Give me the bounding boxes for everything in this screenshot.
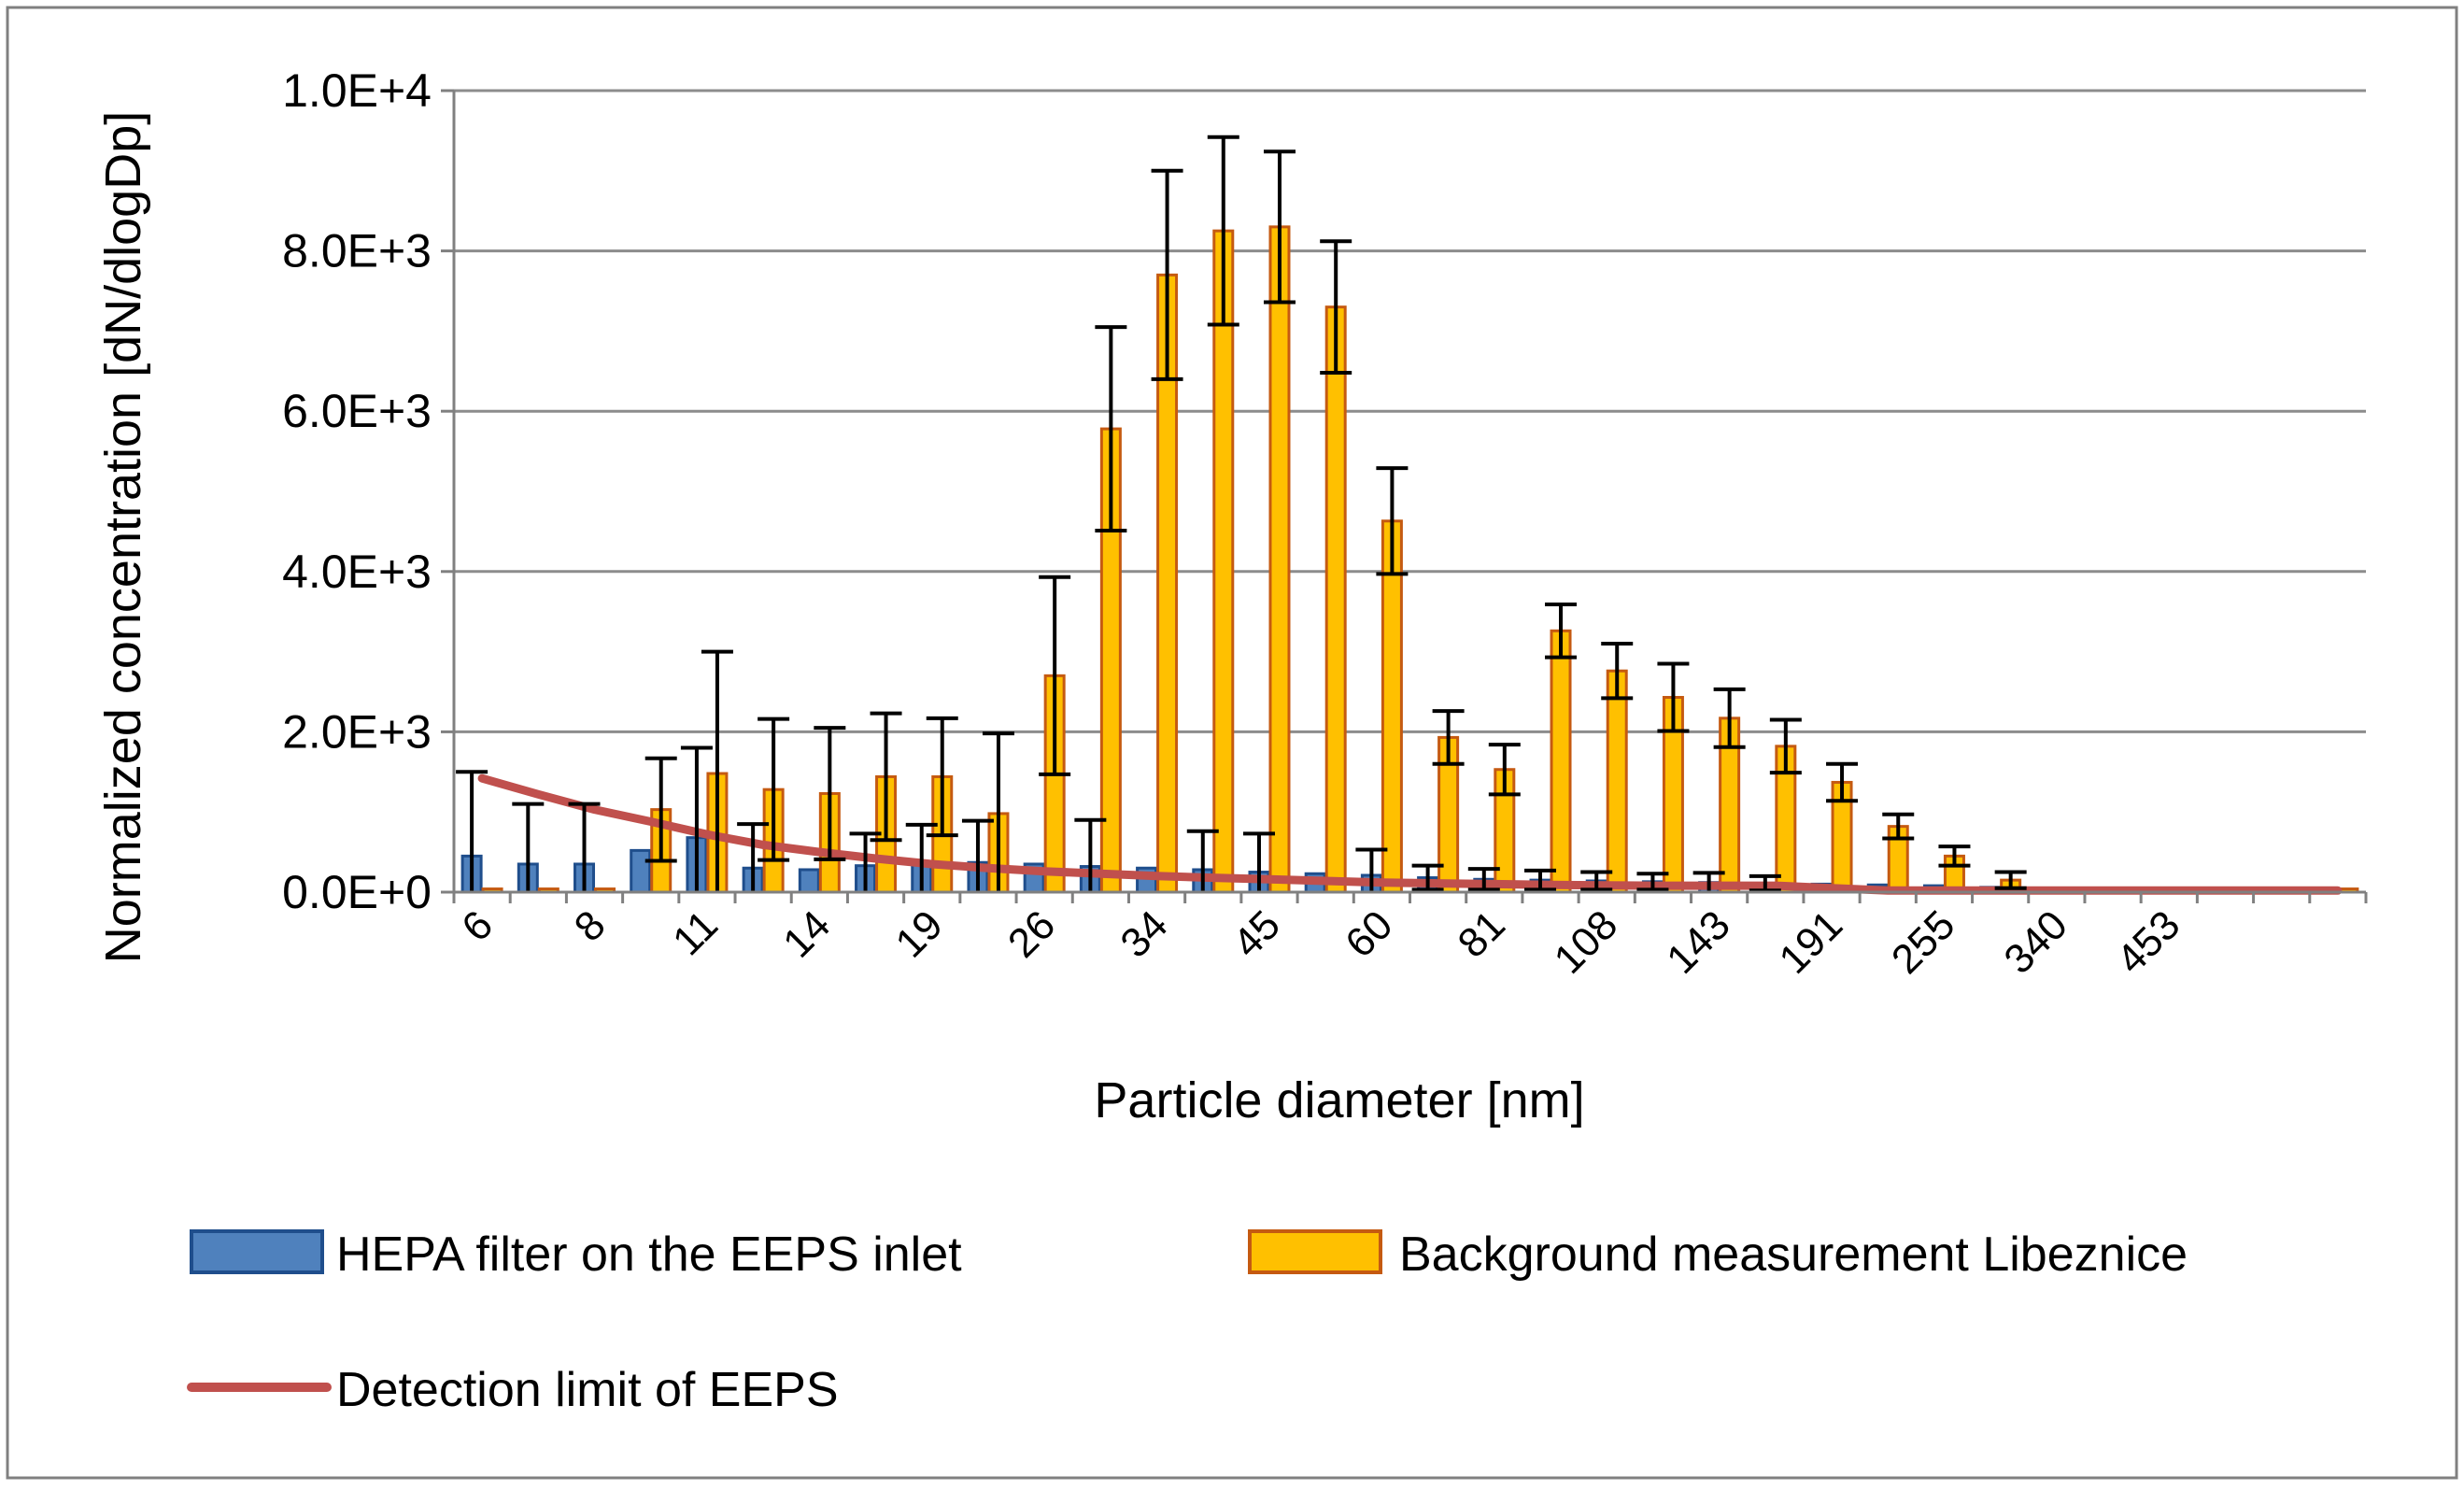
legend: HEPA filter on the EEPS inlet Background … xyxy=(187,1227,2188,1417)
line-layer xyxy=(477,773,2343,895)
y-axis-title: Normalized concentration [dN/dlogDp] xyxy=(95,111,151,963)
y-tick-label: 0.0E+0 xyxy=(282,866,432,918)
legend-label: HEPA filter on the EEPS inlet xyxy=(336,1227,962,1282)
detection-limit-line xyxy=(477,773,2343,895)
legend-label: Detection limit of EEPS xyxy=(336,1363,839,1417)
y-tick-label: 4.0E+3 xyxy=(282,546,432,598)
bar xyxy=(1324,305,1347,894)
bar xyxy=(798,868,820,894)
axes-layer xyxy=(441,89,2368,903)
y-tick-label: 8.0E+3 xyxy=(282,225,432,277)
legend-swatch xyxy=(190,1229,324,1274)
y-tick-label: 2.0E+3 xyxy=(282,705,432,758)
bar xyxy=(1212,229,1235,894)
error-layer xyxy=(456,135,2027,893)
legend-label: Background measurement Libeznice xyxy=(1399,1227,2188,1282)
x-axis-title: Particle diameter [nm] xyxy=(1094,1072,1584,1128)
bar xyxy=(1381,519,1403,894)
bar xyxy=(1268,225,1291,894)
bar xyxy=(630,848,652,894)
legend-swatch xyxy=(1248,1229,1382,1274)
y-tick-label: 6.0E+3 xyxy=(282,385,432,437)
y-tick-labels: 0.0E+0 2.0E+3 4.0E+3 6.0E+3 8.0E+3 1.0E+4 xyxy=(282,64,432,918)
bar xyxy=(1550,629,1572,894)
bar xyxy=(1606,669,1628,894)
y-tick-label: 1.0E+4 xyxy=(282,64,432,117)
